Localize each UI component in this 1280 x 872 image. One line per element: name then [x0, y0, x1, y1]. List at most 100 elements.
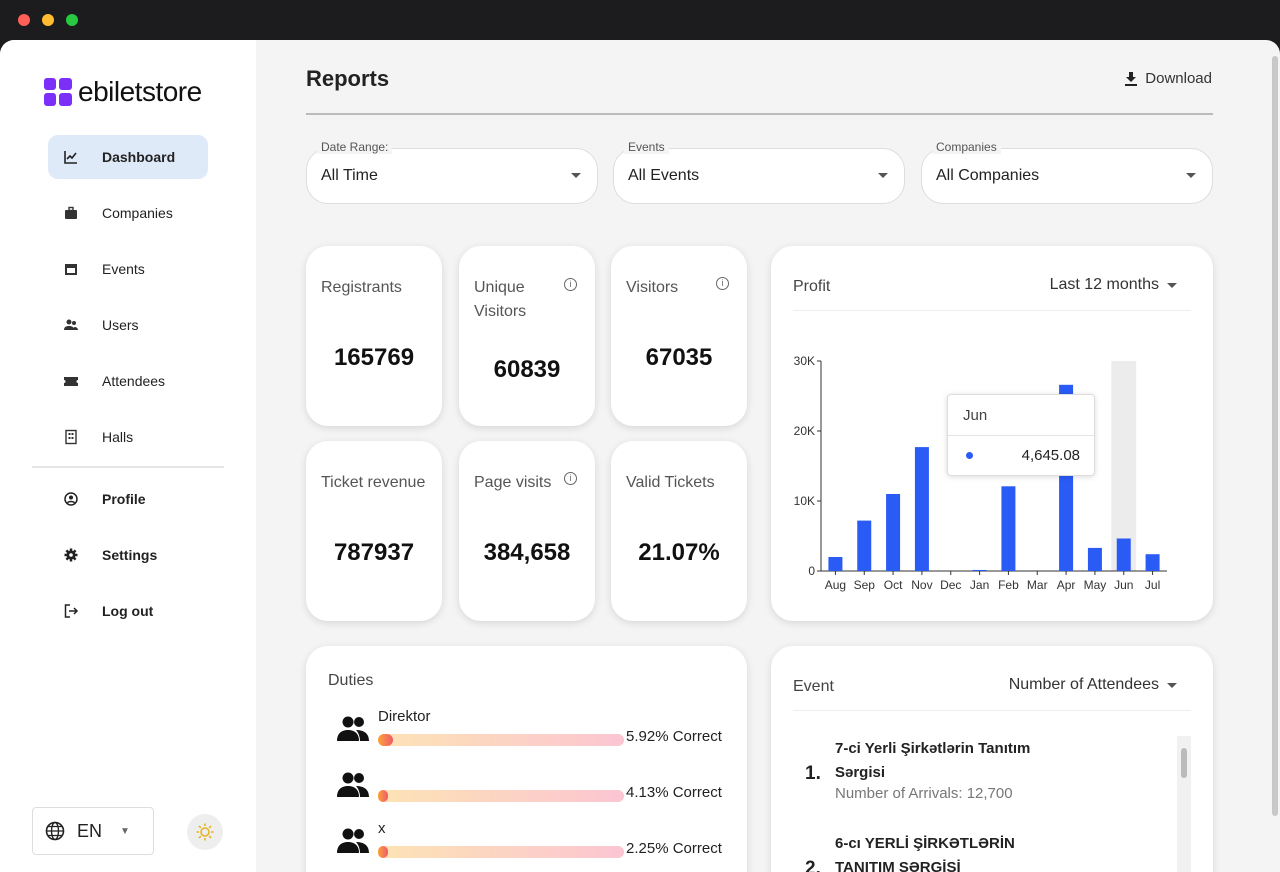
page-scrollbar[interactable]: [1272, 56, 1278, 856]
sidebar-item-events[interactable]: Events: [48, 247, 208, 291]
info-icon[interactable]: i: [564, 472, 577, 485]
users-icon: [336, 826, 370, 859]
stat-card-ticket-revenue: Ticket revenue 787937: [306, 441, 442, 621]
profit-divider: [793, 310, 1191, 311]
stat-card-valid-tickets: Valid Tickets 21.07%: [611, 441, 747, 621]
scrollbar-thumb[interactable]: [1181, 748, 1187, 778]
x-tick-label: Jul: [1145, 578, 1160, 592]
x-tick-label: Jun: [1114, 578, 1133, 592]
stat-value: 165769: [333, 344, 415, 371]
tooltip-value: 4,645.08: [1021, 447, 1080, 464]
events-scrollbar[interactable]: [1177, 736, 1191, 872]
events-sort-select[interactable]: Number of Attendees: [1009, 676, 1177, 694]
sidebar-item-label: Log out: [102, 603, 154, 619]
language-value: EN: [77, 820, 103, 841]
x-tick-label: Dec: [940, 578, 961, 592]
app-window: ebiletstore Dashboard Companies Events U…: [0, 40, 1280, 872]
sidebar-item-settings[interactable]: Settings: [48, 533, 208, 577]
companies-select[interactable]: Companies All Companies: [921, 140, 1213, 204]
x-tick-label: Oct: [884, 578, 903, 592]
duty-progress-bar: [378, 790, 624, 802]
date-range-label: Date Range:: [317, 140, 393, 154]
page-scrollbar-thumb[interactable]: [1272, 56, 1278, 816]
minimize-window-button[interactable]: [42, 14, 54, 26]
duty-progress-bar: [378, 734, 624, 746]
sidebar-item-label: Users: [102, 317, 139, 333]
maximize-window-button[interactable]: [66, 14, 78, 26]
main-content: Reports Download Date Range: All Time Ev…: [256, 40, 1280, 872]
sidebar-item-label: Companies: [102, 205, 173, 221]
duty-item: x 2.25% Correct: [336, 820, 736, 868]
duties-title: Duties: [328, 672, 374, 689]
duty-progress-fill: [378, 846, 388, 858]
stat-title: Unique Visitors: [474, 279, 527, 320]
theme-toggle-button[interactable]: [187, 814, 223, 850]
stat-title: Ticket revenue: [321, 474, 426, 491]
download-icon: [1125, 71, 1138, 86]
user-circle-icon: [63, 491, 79, 507]
events-divider: [793, 710, 1191, 711]
y-tick-label: 0: [808, 564, 815, 578]
tooltip-divider: [948, 435, 1094, 436]
sun-icon: [195, 822, 215, 842]
event-arrivals: Number of Arrivals: 12,700: [835, 785, 1013, 802]
duty-percent: 4.13% Correct: [626, 784, 722, 801]
events-sort-value: Number of Attendees: [1008, 676, 1159, 693]
duty-percent: 2.25% Correct: [626, 840, 722, 857]
sidebar-item-companies[interactable]: Companies: [48, 191, 208, 235]
download-button[interactable]: Download: [1125, 70, 1212, 87]
sidebar-item-label: Settings: [102, 547, 158, 563]
sidebar-item-halls[interactable]: Halls: [48, 415, 208, 459]
language-select[interactable]: EN ▼: [32, 807, 154, 855]
stat-title: Registrants: [321, 279, 402, 296]
sidebar: ebiletstore Dashboard Companies Events U…: [0, 40, 256, 872]
duty-name: Direktor: [378, 708, 431, 725]
logout-icon: [63, 603, 79, 619]
sidebar-item-users[interactable]: Users: [48, 303, 208, 347]
events-select[interactable]: Events All Events: [613, 140, 905, 204]
globe-icon: [45, 821, 65, 841]
bar-nov: [914, 447, 929, 571]
sidebar-item-dashboard[interactable]: Dashboard: [48, 135, 208, 179]
bar-oct: [886, 494, 901, 571]
sidebar-item-label: Attendees: [102, 373, 166, 389]
stat-value: 21.07%: [638, 539, 720, 566]
window-titlebar: [0, 0, 1280, 40]
y-tick-label: 10K: [794, 494, 815, 508]
stat-title: Page visits: [474, 474, 552, 491]
page-title: Reports: [306, 66, 390, 91]
sidebar-item-label: Profile: [102, 491, 146, 507]
stat-value: 787937: [333, 539, 415, 566]
brand-logo[interactable]: ebiletstore: [44, 76, 202, 108]
users-icon: [336, 714, 370, 747]
stat-card-registrants: Registrants 165769: [306, 246, 442, 426]
date-range-select[interactable]: Date Range: All Time: [306, 140, 598, 204]
x-tick-label: Feb: [998, 578, 1019, 592]
chevron-down-icon: ▼: [120, 825, 130, 837]
sidebar-item-logout[interactable]: Log out: [48, 589, 208, 633]
caret-down-icon: [571, 173, 581, 178]
ticket-icon: [63, 373, 79, 389]
chart-tooltip: Jun 4,645.08: [947, 394, 1095, 476]
info-icon[interactable]: i: [716, 277, 729, 290]
caret-down-icon: [1167, 282, 1177, 288]
bar-feb: [1001, 486, 1016, 571]
stat-value: 60839: [493, 356, 561, 383]
profit-range-select[interactable]: Last 12 months: [1050, 276, 1177, 294]
x-tick-label: Apr: [1057, 578, 1076, 592]
duty-progress-fill: [378, 734, 393, 746]
sidebar-item-attendees[interactable]: Attendees: [48, 359, 208, 403]
info-icon[interactable]: i: [564, 278, 577, 291]
profit-range-value: Last 12 months: [1049, 276, 1159, 293]
brand-logo-icon: [44, 78, 72, 106]
close-window-button[interactable]: [18, 14, 30, 26]
sidebar-divider: [32, 466, 224, 468]
stat-title: Visitors: [626, 279, 679, 296]
sidebar-item-label: Events: [102, 261, 145, 277]
bar-sep: [857, 520, 872, 571]
profit-card: Profit Last 12 months 0 10K 20K 30K Aug Sep Oc…: [771, 246, 1213, 621]
highlight-band: [1111, 361, 1137, 571]
y-tick-label: 20K: [794, 424, 815, 438]
sidebar-item-profile[interactable]: Profile: [48, 477, 208, 521]
stat-card-visitors: Visitors i 67035: [611, 246, 747, 426]
